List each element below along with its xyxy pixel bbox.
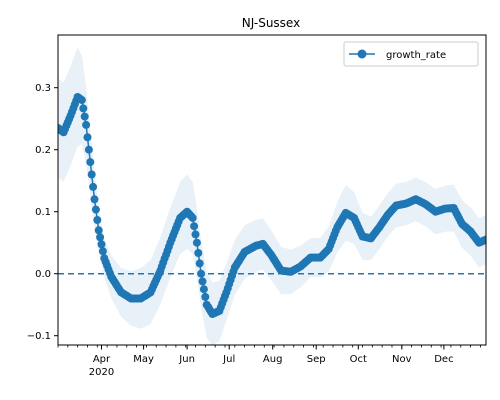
- x-tick-label: Jul: [222, 354, 235, 365]
- x-axis: Apr 2020 May Jun Jul Aug Sep Oct Nov Dec: [57, 345, 481, 378]
- data-point: [191, 230, 200, 239]
- data-point: [84, 145, 93, 154]
- y-tick-label: 0.0: [35, 269, 51, 280]
- axes-frame: [57, 34, 487, 346]
- data-point: [198, 277, 207, 286]
- data-point: [77, 96, 86, 105]
- y-tick-label: 0.2: [35, 145, 51, 156]
- x-tick-label: May: [133, 354, 154, 365]
- y-axis: −0.1 0.0 0.1 0.2 0.3: [27, 83, 58, 342]
- data-point: [87, 170, 96, 179]
- data-point: [188, 213, 197, 222]
- confidence-band: [58, 47, 486, 345]
- data-point: [192, 238, 201, 247]
- axes-layer: [57, 34, 487, 346]
- data-point: [80, 112, 89, 121]
- x-tick-label: Dec: [434, 354, 453, 365]
- legend-label: growth_rate: [386, 50, 446, 61]
- x-tick-label: Jun: [178, 354, 195, 365]
- x-tick-label: Oct: [350, 354, 367, 365]
- x-tick-label: Aug: [263, 354, 283, 365]
- legend-point-marker: [357, 49, 367, 59]
- data-point: [86, 158, 95, 167]
- data-point: [93, 216, 102, 224]
- data-point: [197, 269, 206, 278]
- legend-box: [343, 41, 479, 67]
- confidence-band-layer: [58, 47, 486, 345]
- data-point: [98, 247, 107, 256]
- legend: growth_rate: [343, 41, 479, 67]
- data-point: [190, 222, 199, 231]
- data-point: [89, 182, 98, 191]
- x-tick-year-label: 2020: [89, 367, 114, 378]
- data-point: [94, 226, 103, 235]
- data-point: [199, 285, 208, 294]
- x-tick-label: Apr: [93, 354, 111, 365]
- data-point: [194, 249, 203, 257]
- series-layer: [58, 93, 486, 318]
- y-tick-label: −0.1: [27, 331, 51, 342]
- x-tick-label: Sep: [307, 354, 326, 365]
- data-point: [97, 240, 106, 249]
- data-point: [91, 205, 100, 214]
- data-point: [82, 120, 91, 129]
- data-point: [482, 235, 486, 244]
- plot-area: [58, 47, 486, 345]
- data-point: [201, 292, 210, 301]
- y-tick-label: 0.1: [35, 207, 51, 218]
- y-tick-label: 0.3: [35, 83, 51, 94]
- chart-title: NJ-Sussex: [242, 16, 300, 30]
- data-point: [83, 133, 92, 142]
- data-point: [90, 195, 99, 204]
- data-point: [79, 104, 88, 113]
- data-point: [195, 259, 204, 268]
- x-tick-label: Nov: [392, 354, 412, 365]
- data-point: [96, 233, 105, 242]
